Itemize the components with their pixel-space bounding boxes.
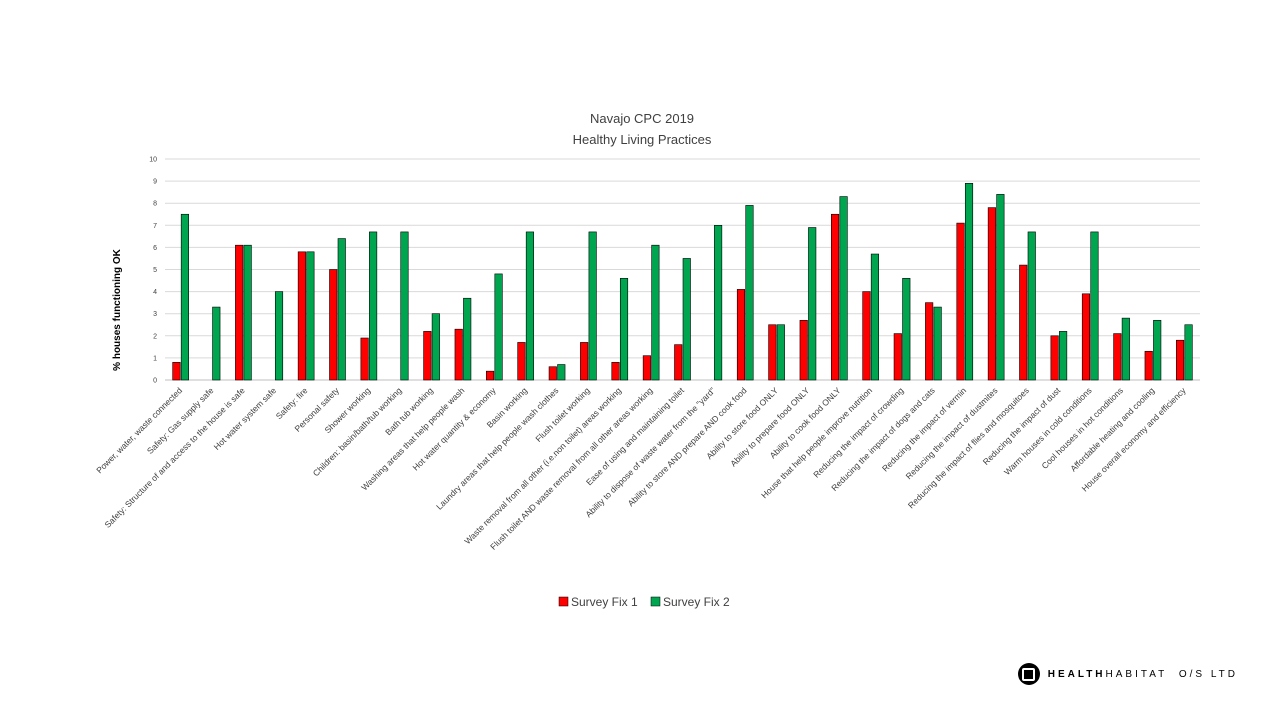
bar-fix1: [235, 244, 244, 381]
bar-fix1: [580, 342, 589, 381]
bar-fix2: [494, 273, 503, 381]
bar-fix2: [243, 244, 252, 381]
legend-label-series-2: Survey Fix 2: [663, 595, 730, 609]
bar-fix2: [682, 258, 691, 381]
bar-fix2: [714, 225, 723, 381]
bar-fix2: [1059, 331, 1068, 381]
y-tick-label: 6: [153, 245, 157, 252]
bar-fix1: [799, 320, 808, 381]
bar-fix1: [642, 355, 651, 381]
legend-swatch-series-2: [650, 596, 661, 607]
bar-fix1: [1019, 264, 1028, 381]
x-tick-label: House that help people improve nutrition: [759, 385, 874, 500]
bar-fix2: [1121, 317, 1130, 381]
bar-fix1: [674, 344, 683, 381]
y-axis-title: % houses functioning OK: [112, 248, 123, 370]
y-tick-label: 9: [153, 179, 157, 186]
bar-fix2: [745, 205, 754, 381]
bar-fix1: [297, 251, 306, 381]
bar-fix1: [1081, 293, 1091, 381]
bar-fix2: [274, 291, 284, 381]
bar-fix2: [964, 183, 974, 381]
bar-fix1: [893, 333, 902, 381]
x-tick-label: Ability to store AND prepare AND cook fo…: [626, 385, 749, 508]
bar-fix1: [172, 362, 181, 381]
bar-fix1: [831, 213, 840, 381]
bars: [172, 183, 1193, 381]
bar-fix1: [736, 289, 746, 381]
y-tick-label: 3: [153, 311, 157, 318]
brand-logo: HEALTHHABITAT O/S LTD: [1017, 663, 1238, 685]
bar-fix1: [862, 291, 871, 381]
y-tick-label: 5: [153, 267, 157, 274]
bar-fix1: [1144, 350, 1153, 381]
bar-fix2: [212, 306, 221, 381]
bar-fix2: [870, 253, 879, 381]
bar-fix1: [956, 222, 965, 381]
bar-fix2: [776, 324, 785, 381]
bar-fix2: [369, 231, 378, 381]
bar-fix2: [557, 364, 566, 381]
bar-fix2: [808, 227, 817, 381]
bar-fix1: [486, 370, 495, 381]
bar-fix1: [517, 342, 526, 381]
bar-fix1: [768, 324, 777, 381]
brand-name: HEALTHHABITAT O/S LTD: [1047, 668, 1238, 680]
y-tick-label: 4: [153, 289, 157, 296]
bar-fix2: [1090, 231, 1099, 381]
bar-fix2: [1153, 320, 1162, 381]
bar-fix1: [454, 328, 463, 381]
bar-fix1: [611, 362, 620, 381]
bar-fix2: [306, 251, 315, 381]
legend-swatch-series-1: [558, 596, 569, 607]
bar-fix2: [463, 297, 472, 381]
legend-label-series-1: Survey Fix 1: [571, 595, 638, 609]
bar-fix2: [902, 278, 911, 381]
bar-fix2: [933, 306, 942, 381]
bar-fix2: [839, 196, 848, 381]
gridlines: [165, 158, 1200, 381]
bar-fix2: [1184, 324, 1193, 381]
bar-fix2: [400, 231, 409, 381]
bar-fix2: [525, 231, 534, 381]
y-tick-label: 1: [153, 355, 157, 362]
bar-fix1: [1113, 333, 1122, 381]
bar-fix2: [651, 244, 660, 381]
logo-icon: [1017, 663, 1040, 685]
bar-fix1: [987, 207, 996, 381]
bar-fix1: [1050, 335, 1059, 381]
bar-fix1: [1176, 339, 1185, 381]
bar-fix2: [337, 238, 346, 381]
bar-fix2: [180, 213, 189, 381]
bar-fix1: [329, 269, 338, 381]
bar-fix1: [360, 337, 369, 381]
bar-fix2: [588, 231, 597, 381]
x-tick-label: Safety: Structure of and access to the h…: [102, 385, 247, 530]
bar-fix1: [925, 302, 934, 381]
bar-fix2: [431, 313, 440, 381]
x-tick-label: Hot water system safe: [212, 385, 279, 452]
y-ticks: 0 1 2 3 4 5 6 7 8 9 10: [149, 157, 157, 385]
y-tick-label: 0: [153, 378, 157, 385]
bar-fix1: [548, 366, 557, 381]
chart-title-line-1: Navajo CPC 2019: [590, 111, 694, 126]
y-tick-label: 7: [153, 223, 157, 230]
y-tick-label: 2: [153, 333, 157, 340]
x-tick-label: Flush toilet working: [533, 385, 592, 444]
bar-fix1: [423, 331, 432, 381]
chart-title-line-2: Healthy Living Practices: [573, 132, 712, 147]
bar-fix2: [1027, 231, 1036, 381]
bar-fix2: [996, 194, 1005, 381]
y-tick-label: 10: [149, 157, 157, 164]
legend: Survey Fix 1 Survey Fix 2: [558, 595, 730, 609]
bar-fix2: [619, 278, 629, 381]
y-tick-label: 8: [153, 201, 157, 208]
